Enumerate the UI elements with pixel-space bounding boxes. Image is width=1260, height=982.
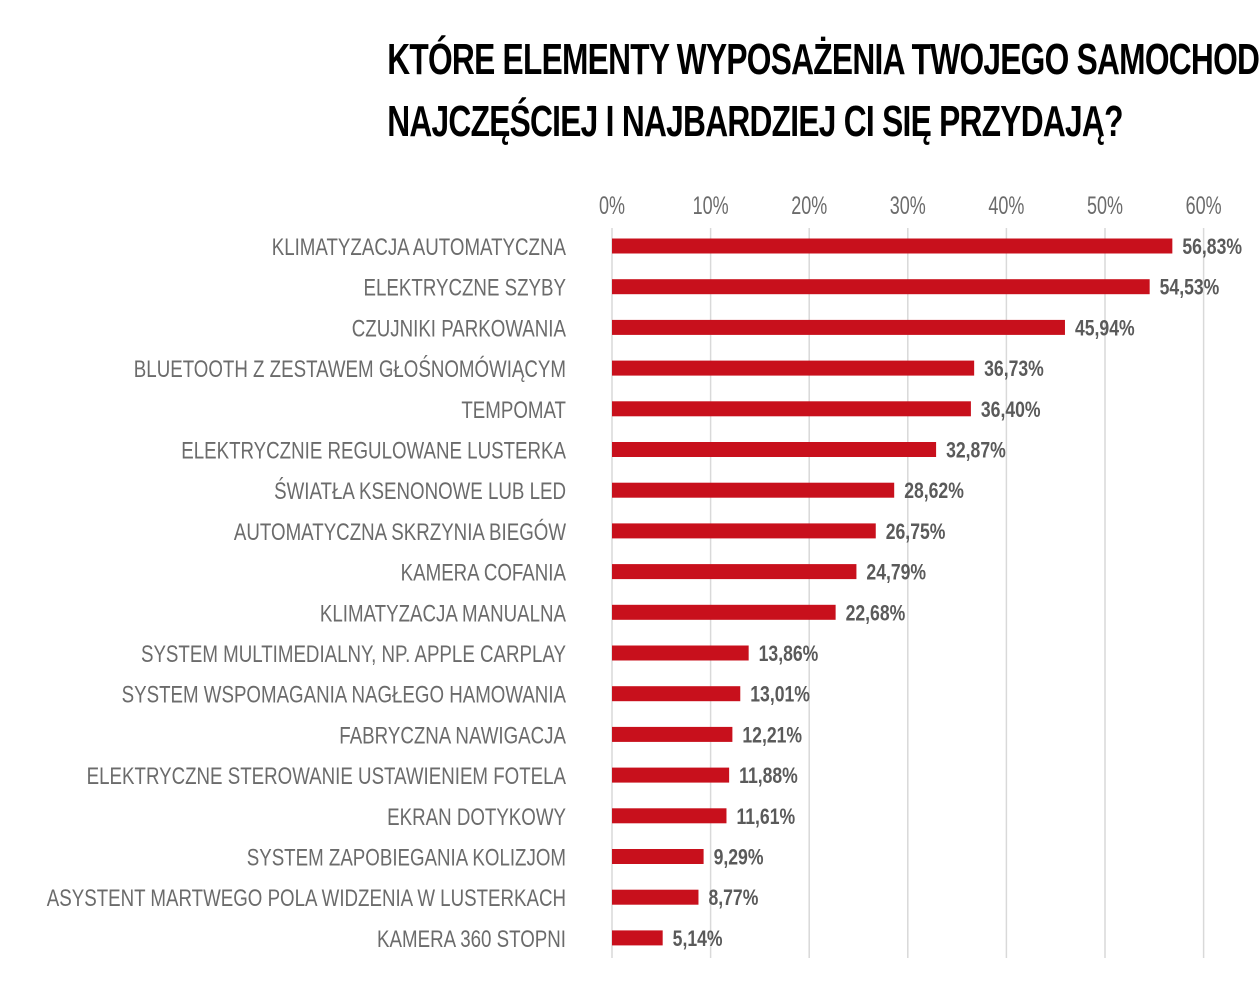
category-label: ELEKTRYCZNE SZYBY bbox=[364, 275, 566, 302]
bar-15 bbox=[612, 808, 727, 824]
data-label: 11,61% bbox=[736, 805, 795, 829]
data-label: 13,86% bbox=[759, 642, 819, 666]
x-tick-label: 30% bbox=[890, 191, 926, 220]
data-label: 11,88% bbox=[739, 764, 798, 788]
data-label: 24,79% bbox=[866, 561, 926, 585]
category-label: EKRAN DOTYKOWY bbox=[387, 804, 566, 831]
bar-5 bbox=[612, 401, 971, 417]
x-tick-label: 0% bbox=[599, 191, 625, 220]
data-label: 56,83% bbox=[1182, 235, 1242, 259]
x-tick-label: 40% bbox=[988, 191, 1024, 220]
data-label: 36,73% bbox=[984, 357, 1044, 381]
category-label: ELEKTRYCZNE STEROWANIE USTAWIENIEM FOTEL… bbox=[87, 763, 567, 790]
bar-11 bbox=[612, 645, 749, 661]
data-label: 22,68% bbox=[846, 602, 906, 626]
category-label: SYSTEM ZAPOBIEGANIA KOLIZJOM bbox=[247, 844, 566, 871]
category-label: FABRYCZNA NAWIGACJA bbox=[339, 722, 566, 749]
bar-6 bbox=[612, 442, 937, 457]
bar-18 bbox=[612, 930, 663, 946]
data-label: 32,87% bbox=[946, 439, 1006, 463]
category-label: SYSTEM WSPOMAGANIA NAGŁEGO HAMOWANIA bbox=[122, 682, 567, 709]
category-label: KAMERA 360 STOPNI bbox=[377, 926, 566, 953]
category-label: BLUETOOTH Z ZESTAWEM GŁOŚNOMÓWIĄCYM bbox=[134, 355, 566, 383]
data-label: 12,21% bbox=[742, 724, 802, 748]
x-tick-label: 60% bbox=[1186, 191, 1222, 220]
bar-4 bbox=[612, 360, 975, 376]
bar-13 bbox=[612, 726, 733, 742]
bar-17 bbox=[612, 889, 699, 905]
bar-1 bbox=[612, 238, 1173, 254]
category-label: KAMERA COFANIA bbox=[401, 559, 567, 586]
data-label: 36,40% bbox=[981, 398, 1041, 422]
data-label: 13,01% bbox=[750, 683, 810, 707]
data-label: 9,29% bbox=[714, 846, 764, 870]
bar-7 bbox=[612, 482, 895, 498]
bar-12 bbox=[612, 686, 741, 702]
bar-3 bbox=[612, 319, 1065, 335]
category-label: KLIMATYZACJA MANUALNA bbox=[320, 600, 567, 627]
bar-14 bbox=[612, 767, 730, 783]
category-label: TEMPOMAT bbox=[461, 397, 566, 424]
category-label: CZUJNIKI PARKOWANIA bbox=[352, 315, 567, 342]
category-label: ASYSTENT MARTWEGO POLA WIDZENIA W LUSTER… bbox=[47, 885, 566, 912]
category-label: AUTOMATYCZNA SKRZYNIA BIEGÓW bbox=[234, 518, 567, 546]
bar-16 bbox=[612, 849, 704, 864]
category-label: KLIMATYZACJA AUTOMATYCZNA bbox=[272, 234, 567, 261]
data-label: 28,62% bbox=[904, 479, 964, 503]
category-label: SYSTEM MULTIMEDIALNY, NP. APPLE CARPLAY bbox=[141, 641, 566, 668]
data-label: 54,53% bbox=[1160, 276, 1220, 300]
bar-2 bbox=[612, 279, 1150, 295]
data-label: 8,77% bbox=[708, 886, 758, 910]
data-label: 26,75% bbox=[886, 520, 946, 544]
x-tick-label: 50% bbox=[1087, 191, 1123, 220]
category-label: ŚWIATŁA KSENONOWE LUB LED bbox=[274, 477, 566, 505]
bar-9 bbox=[612, 564, 857, 580]
bar-8 bbox=[612, 523, 876, 539]
bar-10 bbox=[612, 604, 836, 620]
x-tick-label: 10% bbox=[693, 191, 729, 220]
chart-title-line-2: NAJCZĘŚCIEJ I NAJBARDZIEJ CI SIĘ PRZYDAJ… bbox=[387, 97, 1123, 146]
data-label: 45,94% bbox=[1075, 317, 1135, 341]
data-label: 5,14% bbox=[673, 927, 723, 951]
x-tick-label: 20% bbox=[791, 191, 827, 220]
category-label: ELEKTRYCZNIE REGULOWANE LUSTERKA bbox=[181, 437, 566, 464]
